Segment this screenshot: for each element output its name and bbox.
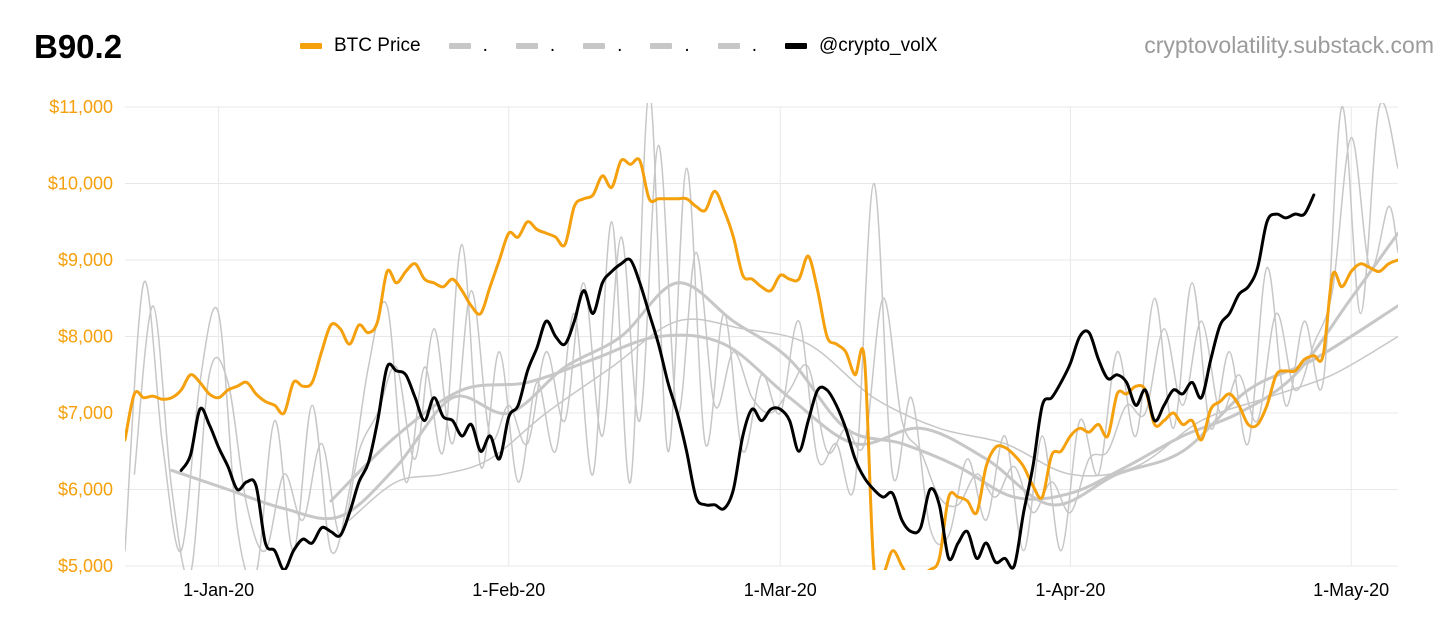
- watermark: cryptovolatility.substack.com: [1144, 32, 1434, 58]
- legend-label: .: [751, 35, 757, 56]
- y-tick-label: $6,000: [58, 480, 113, 500]
- chart-title: B90.2: [34, 28, 123, 65]
- y-tick-label: $11,000: [49, 97, 113, 117]
- legend-swatch-btc: [300, 43, 322, 49]
- y-tick-label: $7,000: [58, 403, 113, 423]
- legend-item-gray-3: .: [583, 35, 622, 57]
- legend-swatch-gray: [583, 43, 606, 49]
- series-line-gray-4: [133, 136, 1398, 570]
- legend-swatch-black: [784, 43, 807, 49]
- legend-item-gray-2: .: [515, 35, 556, 57]
- legend-swatch-gray: [717, 43, 740, 49]
- series-line-crypto-volx: [179, 193, 1316, 570]
- legend: BTC Price . . . . . @crypto_volX: [300, 34, 966, 58]
- legend-label: .: [482, 35, 488, 56]
- y-tick-label: $5,000: [58, 556, 113, 576]
- legend-item-btc-price: BTC Price: [300, 35, 421, 57]
- legend-label: @crypto_volX: [818, 35, 938, 56]
- y-tick-label: $8,000: [58, 327, 113, 347]
- legend-label: .: [684, 35, 690, 56]
- legend-item-crypto-volx: @crypto_volX: [784, 35, 938, 57]
- x-tick-label: 1-May-20: [1313, 580, 1389, 600]
- legend-swatch-gray: [448, 43, 471, 49]
- y-tick-label: $9,000: [58, 250, 113, 270]
- y-tick-label: $10,000: [48, 174, 113, 194]
- x-tick-label: 1-Feb-20: [472, 580, 545, 600]
- series-line-btc-price: [125, 157, 1398, 570]
- legend-swatch-gray: [650, 43, 673, 49]
- legend-swatch-gray: [515, 43, 538, 49]
- x-tick-label: 1-Apr-20: [1035, 580, 1105, 600]
- gridlines: [125, 106, 1398, 567]
- x-tick-label: 1-Jan-20: [183, 580, 254, 600]
- legend-label: BTC Price: [334, 35, 421, 56]
- legend-item-gray-1: .: [448, 35, 488, 57]
- legend-label: .: [549, 35, 556, 56]
- legend-label: .: [617, 35, 623, 56]
- x-tick-label: 1-Mar-20: [744, 580, 817, 600]
- legend-item-gray-5: .: [717, 35, 757, 57]
- series-line-gray-3: [125, 103, 1398, 570]
- legend-item-gray-4: .: [650, 35, 690, 57]
- series-lines: [125, 103, 1398, 570]
